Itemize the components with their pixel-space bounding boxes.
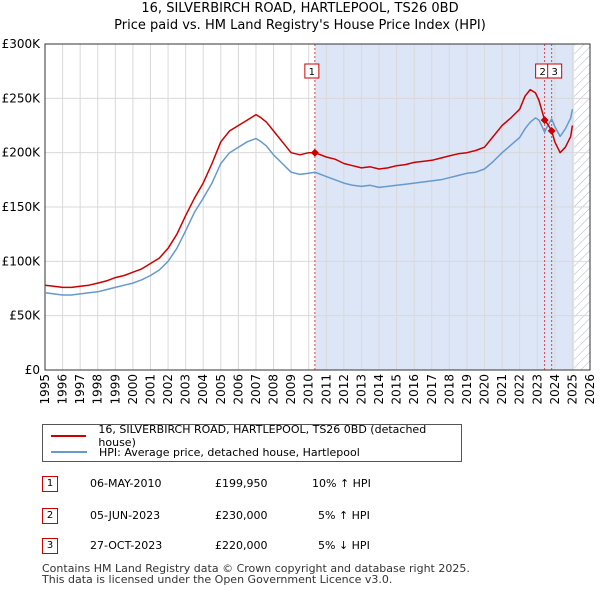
x-tick-label: 2021	[495, 374, 509, 405]
x-tick-label: 2006	[231, 374, 245, 405]
legend-entry-property: 16, SILVERBIRCH ROAD, HARTLEPOOL, TS26 0…	[51, 423, 461, 449]
plot-frame	[44, 43, 591, 371]
y-tick-label: £100K	[2, 254, 42, 268]
x-tick-label: 2003	[179, 374, 193, 405]
x-tick-label: 1998	[91, 374, 105, 405]
chart-title-line-1: 16, SILVERBIRCH ROAD, HARTLEPOOL, TS26 0…	[141, 1, 459, 16]
x-tick-label: 2024	[548, 374, 562, 405]
x-tick-label: 2010	[302, 374, 316, 405]
x-tick-label: 2002	[161, 374, 175, 405]
x-tick-label: 2016	[407, 374, 421, 405]
x-tick-label: 2009	[284, 374, 298, 405]
y-tick-label: £150K	[2, 200, 42, 214]
x-tick-label: 2023	[530, 374, 544, 405]
sale-2-number: 2	[42, 508, 58, 524]
x-tick-label: 2011	[319, 374, 333, 405]
x-tick-label: 2019	[460, 374, 474, 405]
legend-label-property: 16, SILVERBIRCH ROAD, HARTLEPOOL, TS26 0…	[98, 423, 427, 449]
legend-entry-hpi: HPI: Average price, detached house, Hart…	[51, 445, 360, 459]
series-line-hpi	[44, 109, 574, 296]
sale-3-price: £220,000	[215, 539, 268, 552]
sale-3-number: 3	[42, 538, 58, 554]
x-tick-label: 2005	[214, 374, 228, 405]
sale-1-date: 06-MAY-2010	[90, 477, 162, 490]
x-tick-label: 2017	[425, 374, 439, 405]
x-tick-label: 2026	[583, 374, 597, 405]
sale-box-label-3: 3	[551, 67, 557, 78]
sale-1-price: £199,950	[215, 477, 268, 490]
footer-copyright: Contains HM Land Registry data © Crown c…	[42, 562, 470, 575]
series-line-property	[44, 88, 574, 289]
sale-box-label-2: 2	[539, 67, 545, 78]
x-tick-label: 2025	[565, 374, 579, 405]
y-tick-label: £0	[25, 363, 40, 377]
x-tick-label: 2012	[337, 374, 351, 405]
chart-title-line-2: Price paid vs. HM Land Registry's House …	[114, 18, 486, 33]
x-tick-label: 2022	[513, 374, 527, 405]
sale-2-hpi-change: 5% ↑ HPI	[318, 509, 370, 522]
x-tick-label: 1996	[56, 374, 70, 405]
x-tick-label: 2015	[390, 374, 404, 405]
y-tick-label: £250K	[2, 91, 42, 105]
sale-2-date: 05-JUN-2023	[90, 509, 161, 522]
x-tick-label: 1995	[38, 374, 52, 405]
sale-box-label-1: 1	[309, 67, 315, 78]
y-tick-label: £50K	[9, 309, 41, 323]
legend-swatch-hpi	[51, 451, 87, 453]
sale-point-1	[310, 148, 319, 157]
y-tick-label: £200K	[2, 146, 42, 160]
x-tick-label: 2000	[126, 374, 140, 405]
x-tick-label: 2014	[372, 374, 386, 405]
x-tick-label: 2007	[249, 374, 263, 405]
x-tick-label: 2013	[354, 374, 368, 405]
sale-box-1	[304, 63, 320, 79]
sale-1-hpi-change: 10% ↑ HPI	[312, 477, 371, 490]
y-tick-label: £300K	[2, 37, 42, 51]
sale-2-price: £230,000	[215, 509, 268, 522]
x-tick-label: 2004	[196, 374, 210, 405]
legend-swatch-property	[51, 435, 87, 437]
x-tick-label: 2018	[442, 374, 456, 405]
x-tick-label: 1997	[73, 374, 87, 405]
sale-3-hpi-change: 5% ↓ HPI	[318, 539, 370, 552]
legend-label-hpi: HPI: Average price, detached house, Hart…	[99, 445, 360, 459]
x-tick-label: 2008	[267, 374, 281, 405]
x-tick-label: 2001	[143, 374, 157, 405]
chart-legend: 16, SILVERBIRCH ROAD, HARTLEPOOL, TS26 0…	[42, 423, 462, 462]
sale-1-number: 1	[42, 476, 58, 492]
footer-licence: This data is licensed under the Open Gov…	[42, 573, 393, 586]
sale-point-3	[547, 126, 556, 135]
sale-box-3	[547, 63, 563, 79]
sale-point-2	[540, 116, 549, 125]
x-tick-label: 2020	[478, 374, 492, 405]
x-tick-label: 1999	[108, 374, 122, 405]
sale-3-date: 27-OCT-2023	[90, 539, 163, 552]
